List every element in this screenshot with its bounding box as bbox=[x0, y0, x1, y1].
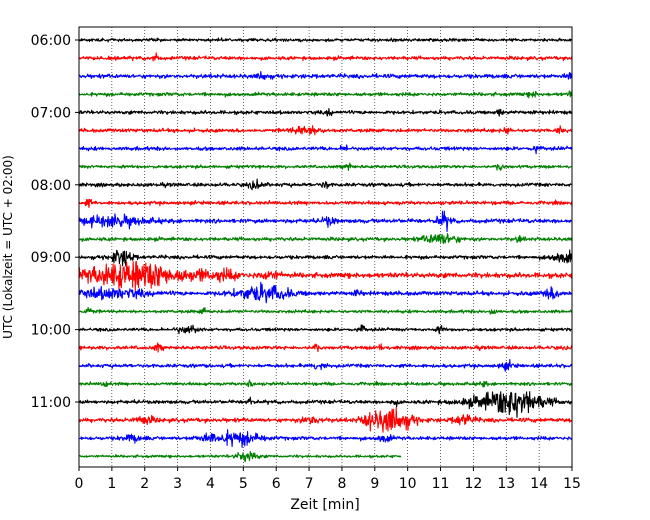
x-tick-label-13: 13 bbox=[497, 476, 515, 492]
y-tick-label-09:00: 09:00 bbox=[31, 250, 71, 266]
trace-10:15 bbox=[78, 342, 573, 353]
trace-11:30 bbox=[78, 429, 573, 448]
trace-11:00 bbox=[78, 391, 573, 419]
x-tick-label-4: 4 bbox=[206, 476, 215, 492]
x-tick-label-10: 10 bbox=[399, 476, 417, 492]
trace-group bbox=[78, 37, 573, 463]
trace-09:30 bbox=[78, 281, 573, 304]
x-tick-label-12: 12 bbox=[464, 476, 482, 492]
trace-07:30 bbox=[78, 144, 573, 155]
x-axis-ticks: 0 1 2 3 4 5 6 7 8 9 10 11 12 13 14 15 bbox=[75, 467, 581, 492]
trace-10:30 bbox=[78, 359, 573, 372]
trace-08:15 bbox=[78, 198, 573, 209]
x-tick-label-11: 11 bbox=[432, 476, 450, 492]
y-axis-ticks: 06:00 07:00 08:00 09:00 10:00 11:00 bbox=[31, 33, 79, 411]
y-tick-label-11:00: 11:00 bbox=[31, 395, 71, 411]
trace-07:15 bbox=[78, 125, 573, 136]
trace-06:45 bbox=[78, 90, 573, 99]
x-tick-label-2: 2 bbox=[140, 476, 149, 492]
x-tick-label-7: 7 bbox=[305, 476, 314, 492]
y-tick-label-07:00: 07:00 bbox=[31, 105, 71, 121]
trace-06:15 bbox=[78, 52, 573, 62]
trace-10:00 bbox=[78, 324, 573, 335]
x-tick-label-14: 14 bbox=[530, 476, 548, 492]
y-tick-label-10:00: 10:00 bbox=[31, 323, 71, 339]
x-tick-label-5: 5 bbox=[239, 476, 248, 492]
trace-08:00 bbox=[78, 178, 573, 191]
trace-06:30 bbox=[78, 71, 573, 80]
y-tick-label-06:00: 06:00 bbox=[31, 33, 71, 49]
trace-07:45 bbox=[78, 162, 573, 172]
trace-10:45 bbox=[78, 379, 573, 388]
x-tick-label-6: 6 bbox=[272, 476, 281, 492]
x-tick-label-3: 3 bbox=[173, 476, 182, 492]
y-axis-label: UTC (Lokalzeit = UTC + 02:00) bbox=[1, 155, 15, 339]
trace-11:15 bbox=[78, 406, 573, 433]
y-tick-label-08:00: 08:00 bbox=[31, 178, 71, 194]
x-tick-label-8: 8 bbox=[337, 476, 346, 492]
vertical-grid bbox=[111, 27, 540, 467]
trace-06:00 bbox=[78, 37, 573, 43]
trace-09:15 bbox=[78, 260, 573, 292]
x-tick-label-0: 0 bbox=[75, 476, 84, 492]
x-tick-label-9: 9 bbox=[370, 476, 379, 492]
trace-08:30 bbox=[78, 210, 573, 233]
x-tick-label-1: 1 bbox=[107, 476, 116, 492]
trace-09:45 bbox=[78, 306, 573, 315]
trace-09:00 bbox=[78, 249, 573, 267]
x-axis-label: Zeit [min] bbox=[290, 497, 359, 513]
x-tick-label-15: 15 bbox=[563, 476, 581, 492]
trace-08:45 bbox=[78, 233, 573, 245]
trace-07:00 bbox=[78, 107, 573, 117]
trace-11:45 bbox=[78, 450, 402, 463]
plot-frame bbox=[78, 26, 573, 468]
